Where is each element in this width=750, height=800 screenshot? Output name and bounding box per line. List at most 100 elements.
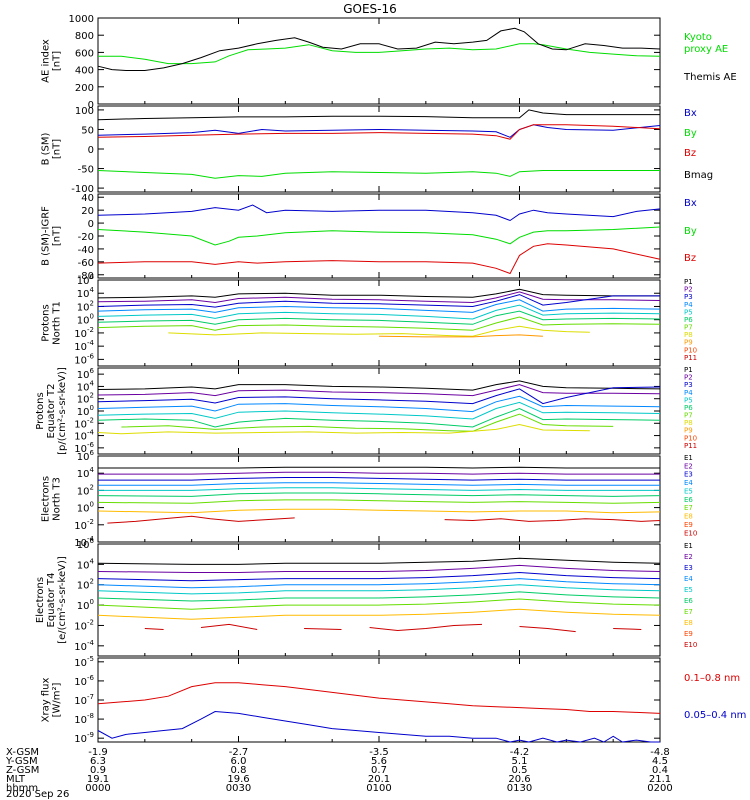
y-axis-label: B (SM)-IGRF <box>41 206 52 266</box>
legend-entry: E8 <box>684 619 693 627</box>
legend-entry: P5 <box>684 396 693 404</box>
legend-entry: P4 <box>684 389 693 397</box>
series-line-e7 <box>97 499 661 504</box>
series-line-e9 <box>144 628 164 630</box>
series-line-e3 <box>97 571 661 582</box>
y-tick-label: 104 <box>77 286 95 300</box>
panel-bigrf: -80 -60 -40 -20 0 20 40 B (SM)-IGRF [nT] Bx By Bz <box>41 193 697 282</box>
y-tick-label: 104 <box>77 379 95 393</box>
panel-ae: 0 200 400 600 800 1000 AE index [nT] Kyotoproxy … <box>41 14 737 111</box>
y-tick-label: -40 <box>78 245 94 256</box>
legend-entry: By <box>684 128 697 139</box>
legend-entry: E4 <box>684 575 693 583</box>
series-line-p7 <box>121 413 614 432</box>
series-line-p5 <box>97 401 661 420</box>
legend-entry: P10 <box>684 346 697 354</box>
legend-entry: E10 <box>684 529 697 537</box>
legend-entry: P3 <box>684 293 693 301</box>
legend-entry: P10 <box>684 434 697 442</box>
panel-e2: 10-4 10-2 100 102 104 106 Electrons Equator T4[… <box>35 537 697 657</box>
series-line-e4 <box>98 482 660 486</box>
series-line-0-1-0-8-nm <box>97 682 661 714</box>
series-line-e7 <box>97 598 661 610</box>
x-row-value: 6.0 <box>231 756 247 767</box>
x-row-value: 0.4 <box>652 765 668 776</box>
legend-entry: P7 <box>684 412 693 420</box>
date-label: 2020 Sep 26 <box>6 789 69 800</box>
legend-entry: Themis AE <box>683 72 737 83</box>
x-row-value: -1.9 <box>88 747 108 758</box>
y-tick-label: 40 <box>81 193 94 204</box>
series-line-p4 <box>97 395 661 413</box>
series-line-e3 <box>98 477 660 481</box>
legend-entry: E7 <box>684 504 693 512</box>
y-tick-label: 200 <box>75 83 94 94</box>
y-tick-label: 106 <box>77 367 95 381</box>
series-line-e9f <box>613 628 642 630</box>
series-line-e1 <box>98 466 660 469</box>
legend-entry: P2 <box>684 374 693 382</box>
legend-entry: P6 <box>684 316 693 324</box>
y-axis-label: Protons <box>41 304 52 341</box>
y-axis-label: [W/m²] <box>52 682 63 717</box>
y-tick-label: 10-7 <box>74 693 94 707</box>
series-line-p3 <box>97 294 660 308</box>
x-row-value: -4.8 <box>650 747 670 758</box>
legend-entry: E10 <box>684 641 697 649</box>
panel-xray: 10-9 10-8 10-7 10-6 10-5 Xray flux [W/m²] 0.1–0… <box>41 655 747 745</box>
x-row-value: 0030 <box>226 783 251 794</box>
x-row-label: Z-GSM <box>6 765 39 776</box>
legend-entry: E1 <box>684 542 693 550</box>
y-tick-label: 0 <box>88 219 94 230</box>
legend-entry: E1 <box>684 454 693 462</box>
y-tick-label: -80 <box>78 271 94 282</box>
legend-entry: Bz <box>684 253 696 264</box>
y-axis-label: [p/(cm²-s-sr-keV)] <box>57 367 68 455</box>
y-tick-label: 10-4 <box>74 639 94 653</box>
legend-entry: E9 <box>684 630 693 638</box>
x-row-value: 21.1 <box>649 774 671 785</box>
series-line-e9e <box>519 626 576 633</box>
series-line-0-05-0-4-nm <box>97 710 660 743</box>
series-line-e1 <box>97 557 661 565</box>
series-line-themis-ae <box>97 27 661 71</box>
series-line-bmag <box>97 109 660 121</box>
y-tick-label: 102 <box>77 299 94 313</box>
legend-entry: P2 <box>684 286 693 294</box>
x-row-value: 19.6 <box>227 774 249 785</box>
legend-entry: P9 <box>684 339 693 347</box>
series-line-bz <box>97 124 661 140</box>
x-row-value: 5.1 <box>512 756 528 767</box>
y-axis-label: Equator T4 <box>46 573 57 628</box>
legend-entry: P11 <box>684 442 697 450</box>
y-tick-label: 102 <box>77 578 94 592</box>
y-axis-label: AE index <box>41 39 52 83</box>
y-tick-label: 10-8 <box>74 712 94 726</box>
legend-entry: E3 <box>684 471 693 479</box>
y-tick-label: 0 <box>88 145 94 156</box>
x-row-value: 0200 <box>647 783 672 794</box>
x-row-value: 0000 <box>85 783 110 794</box>
panel-frame <box>97 367 661 455</box>
y-tick-label: 104 <box>77 557 95 571</box>
panel-frame <box>97 657 661 743</box>
y-tick-label: 102 <box>77 483 94 497</box>
y-tick-label: 10-2 <box>74 518 94 532</box>
legend-entry: 0.1–0.8 nm <box>684 673 740 684</box>
x-row-value: 0.9 <box>90 765 106 776</box>
legend-entry: P6 <box>684 404 693 412</box>
x-row-label: hhmm <box>6 783 38 794</box>
legend-entry: E9 <box>684 521 693 529</box>
y-tick-label: -60 <box>78 258 94 269</box>
series-line-e9c <box>304 628 342 630</box>
legend-entry: P11 <box>684 354 697 362</box>
series-line-p8 <box>168 325 590 337</box>
y-tick-label: 104 <box>77 466 95 480</box>
y-tick-label: 102 <box>77 392 94 406</box>
y-tick-label: 100 <box>77 501 94 515</box>
y-tick-label: 10-2 <box>74 618 94 632</box>
y-tick-label: 800 <box>75 31 94 42</box>
x-row-value: 0100 <box>366 783 391 794</box>
legend-entry: proxy AE <box>684 44 728 55</box>
